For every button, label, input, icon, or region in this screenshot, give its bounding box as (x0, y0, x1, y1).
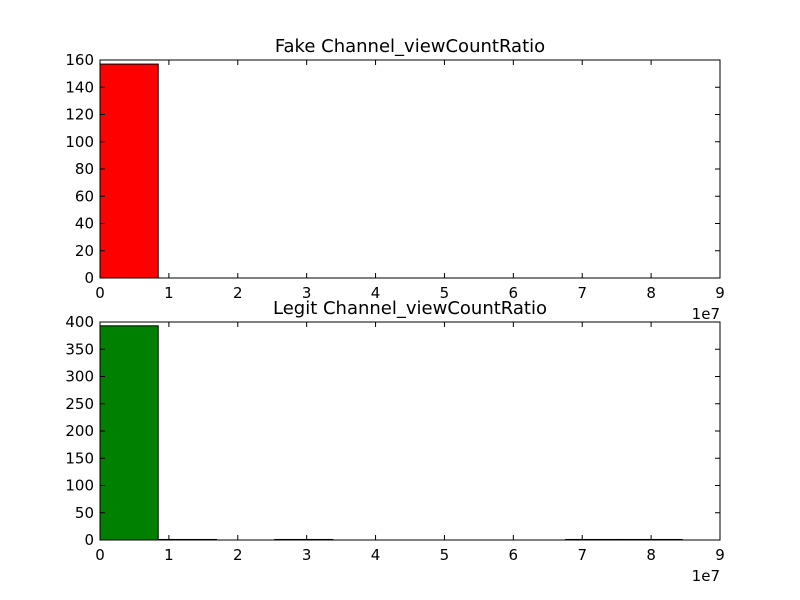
fake-chart-title: Fake Channel_viewCountRatio (275, 36, 545, 57)
legit-x-tick-label-8: 8 (646, 546, 656, 564)
legit-x-tick-label-2: 2 (233, 546, 243, 564)
legit-y-tick-labels: 0 50 100 150 200 250 300 350 400 (65, 313, 94, 549)
fake-x-tick-label-7: 7 (577, 284, 587, 302)
legit-x-tick-label-5: 5 (440, 546, 450, 564)
fake-x-tick-label-9: 9 (715, 284, 725, 302)
fake-y-tick-label-5: 100 (65, 133, 94, 151)
legit-ticks (99, 321, 721, 541)
fake-bars (99, 63, 159, 279)
legit-y-tick-label-6: 300 (65, 368, 94, 386)
legit-x-tick-label-6: 6 (509, 546, 519, 564)
fake-y-tick-label-4: 80 (75, 160, 94, 178)
legit-y-tick-label-8: 400 (65, 313, 94, 331)
legit-x-tick-label-9: 9 (715, 546, 725, 564)
fake-x-tick-label-5: 5 (440, 284, 450, 302)
fake-x-tick-label-3: 3 (302, 284, 312, 302)
fake-y-tick-label-7: 140 (65, 78, 94, 96)
legit-y-tick-label-3: 150 (65, 449, 94, 467)
legit-chart-title: Legit Channel_viewCountRatio (273, 298, 547, 319)
fake-x-tick-label-6: 6 (509, 284, 519, 302)
fake-histogram-panel: Fake Channel_viewCountRatio 0 1 2 3 4 5 6 7 8 9 0… (65, 36, 724, 323)
fake-x-tick-label-1: 1 (164, 284, 174, 302)
legit-x-tick-label-0: 0 (95, 546, 105, 564)
fake-x-tick-label-2: 2 (233, 284, 243, 302)
legit-x-tick-label-7: 7 (577, 546, 587, 564)
legit-y-tick-label-2: 100 (65, 477, 94, 495)
legit-x-tick-label-3: 3 (302, 546, 312, 564)
fake-x-tick-label-4: 4 (371, 284, 381, 302)
legit-y-tick-label-4: 200 (65, 422, 94, 440)
fake-y-tick-label-3: 60 (75, 187, 94, 205)
legit-x-offset-label: 1e7 (692, 567, 720, 585)
fake-y-tick-label-8: 160 (65, 51, 94, 69)
fake-y-tick-label-0: 0 (84, 269, 94, 287)
legit-y-tick-label-7: 350 (65, 340, 94, 358)
legit-x-tick-label-4: 4 (371, 546, 381, 564)
legit-x-tick-label-1: 1 (164, 546, 174, 564)
legit-y-tick-label-5: 250 (65, 395, 94, 413)
fake-y-tick-label-2: 40 (75, 215, 94, 233)
fake-x-offset-label: 1e7 (692, 305, 720, 323)
legit-x-tick-labels: 0 1 2 3 4 5 6 7 8 9 (95, 546, 725, 564)
fake-x-tick-label-0: 0 (95, 284, 105, 302)
fake-y-tick-label-1: 20 (75, 242, 94, 260)
fake-ticks (99, 59, 721, 279)
fake-y-tick-label-6: 120 (65, 106, 94, 124)
legit-y-tick-label-1: 50 (75, 504, 94, 522)
legit-y-tick-label-0: 0 (84, 531, 94, 549)
legit-bar-0 (99, 325, 159, 541)
fake-x-tick-labels: 0 1 2 3 4 5 6 7 8 9 (95, 284, 725, 302)
fake-x-tick-label-8: 8 (646, 284, 656, 302)
fake-y-tick-labels: 0 20 40 60 80 100 120 140 160 (65, 51, 94, 287)
fake-bar-0 (99, 63, 159, 279)
